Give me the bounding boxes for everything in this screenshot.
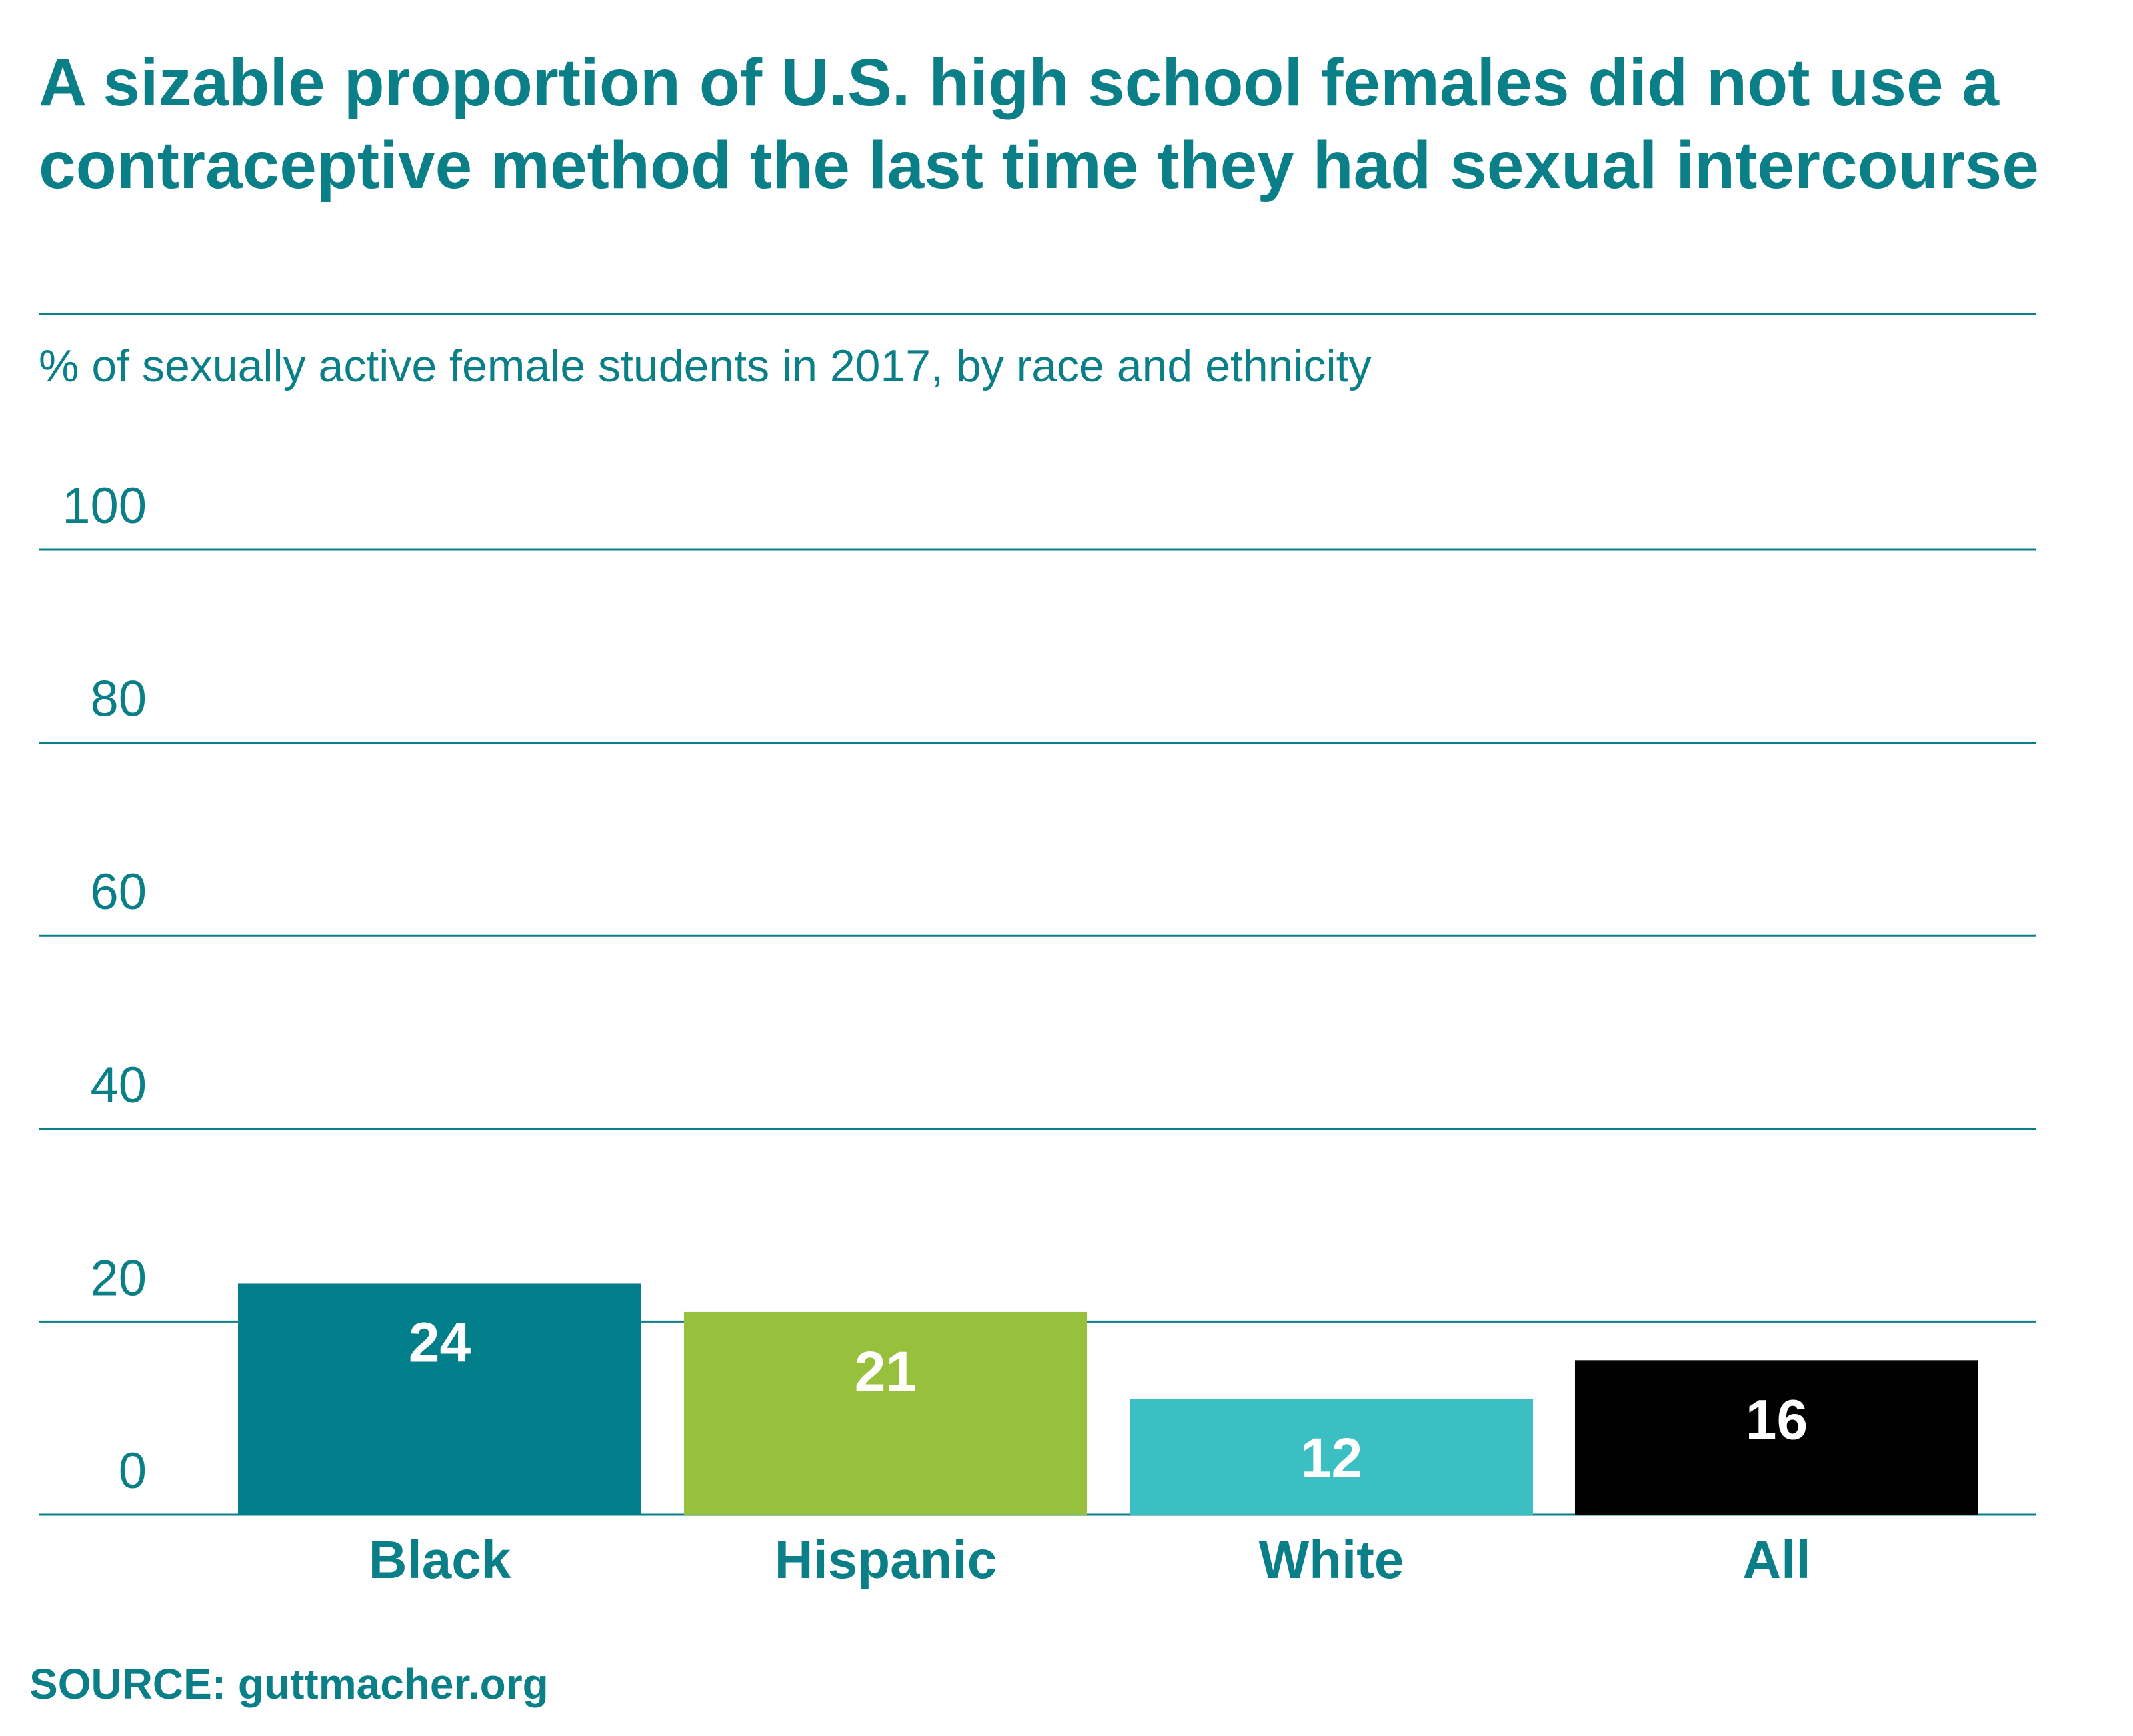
bars [238, 1283, 1978, 1515]
bar-all [1575, 1360, 1978, 1515]
x-tick-label: Black [369, 1530, 511, 1589]
y-tick-label: 40 [90, 1057, 147, 1114]
bar-white [1130, 1399, 1533, 1515]
x-tick-label: White [1259, 1530, 1404, 1589]
data-label: 16 [1746, 1388, 1808, 1451]
x-tick-label: Hispanic [775, 1530, 997, 1589]
source-note: SOURCE: guttmacher.org [29, 1660, 549, 1708]
x-tick-label: All [1742, 1530, 1810, 1589]
data-label: 24 [409, 1311, 471, 1373]
bar-black [238, 1283, 641, 1515]
data-label: 12 [1300, 1427, 1362, 1489]
labels: 24 Black 21 Hispanic 12 White 16 All [369, 1311, 1811, 1589]
chart-title: A sizable proportion of U.S. high school… [39, 45, 2039, 203]
y-tick-label: 60 [90, 864, 147, 920]
y-tick-label: 100 [62, 478, 147, 534]
y-tick-label: 80 [90, 671, 147, 728]
bar-hispanic [684, 1311, 1087, 1515]
y-tick-label: 20 [90, 1250, 147, 1306]
data-label: 21 [855, 1340, 917, 1403]
y-tick-label: 0 [119, 1443, 147, 1499]
title-divider [39, 313, 2036, 315]
chart-subtitle: % of sexually active female students in … [39, 341, 1372, 391]
